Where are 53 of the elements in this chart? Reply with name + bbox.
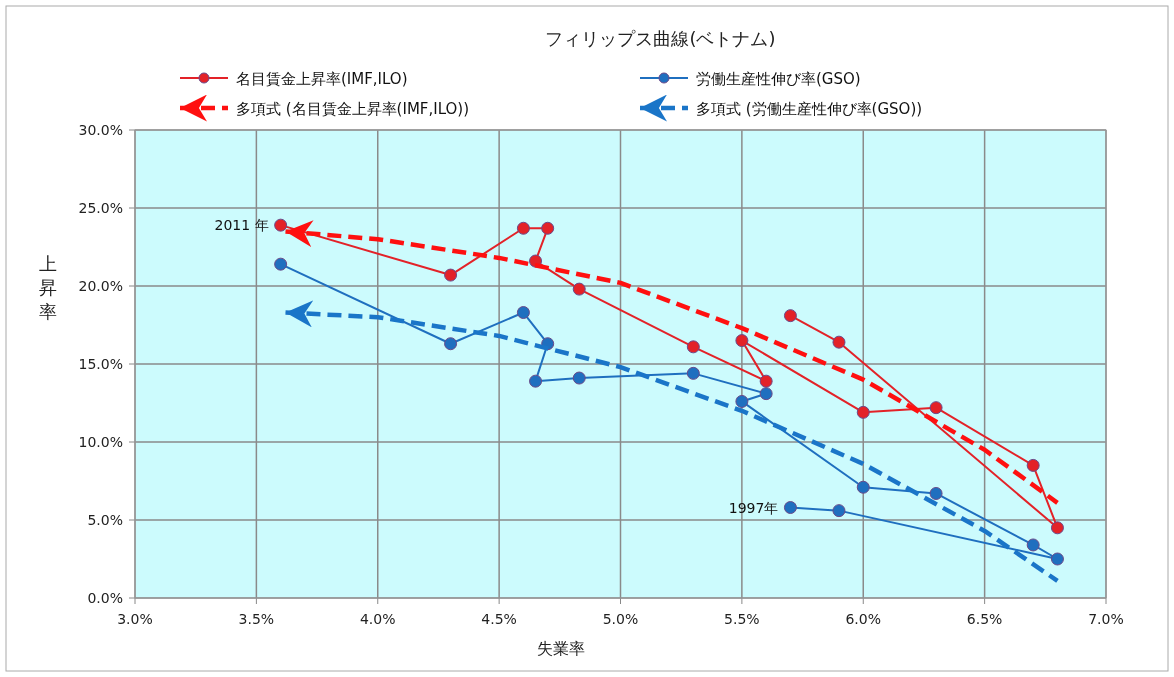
point [541, 221, 555, 235]
legend-label: 労働生産性伸び率(GSO) [696, 70, 861, 88]
x-tick-label: 4.0% [359, 611, 396, 627]
point [735, 334, 749, 348]
point [516, 306, 530, 320]
point [516, 221, 530, 235]
point [572, 282, 586, 296]
y-tick-label: 15.0% [78, 356, 123, 372]
x-tick-label: 5.5% [724, 611, 760, 627]
y-tick-label: 30.0% [78, 122, 123, 138]
point [444, 268, 458, 282]
point [856, 405, 870, 419]
point [832, 504, 846, 518]
y-tick-label: 20.0% [78, 278, 123, 294]
point [1026, 538, 1040, 552]
point [759, 387, 773, 401]
annotation: 2011 年 [214, 217, 269, 234]
x-axis-title: 失業率 [536, 639, 585, 658]
x-tick-label: 6.5% [966, 611, 1003, 627]
y-tick-label: 0.0% [87, 590, 123, 606]
chart-title: フィリップス曲線(ベトナム) [545, 28, 776, 49]
point [832, 335, 846, 349]
y-tick-label: 25.0% [78, 200, 123, 216]
point [1050, 552, 1064, 566]
point [856, 480, 870, 494]
point [1026, 458, 1040, 472]
point [529, 374, 543, 388]
y-tick-label: 10.0% [78, 434, 123, 450]
x-tick-label: 3.5% [238, 611, 275, 627]
point [929, 486, 943, 500]
point [735, 394, 749, 408]
point [1050, 521, 1064, 535]
annotation: 1997年 [728, 499, 779, 516]
point [759, 374, 773, 388]
legend-label: 多項式 (労働生産性伸び率(GSO)) [696, 100, 923, 118]
point [686, 340, 700, 354]
x-tick-label: 3.0% [117, 611, 153, 627]
point [783, 501, 797, 515]
x-tick-label: 7.0% [1088, 611, 1124, 627]
point [274, 257, 288, 271]
point [444, 337, 458, 351]
legend-label: 多項式 (名目賃金上昇率(IMF,ILO)) [236, 100, 469, 118]
point [783, 309, 797, 323]
x-tick-label: 6.0% [845, 611, 882, 627]
legend-label: 名目賃金上昇率(IMF,ILO) [236, 70, 408, 88]
point [686, 366, 700, 380]
y-axis-title: 上昇率 [39, 253, 57, 322]
x-tick-label: 4.5% [481, 611, 517, 627]
x-tick-label: 5.0% [602, 611, 639, 627]
point [572, 371, 586, 385]
point [274, 218, 288, 232]
point [929, 401, 943, 415]
y-tick-label: 5.0% [87, 512, 123, 528]
